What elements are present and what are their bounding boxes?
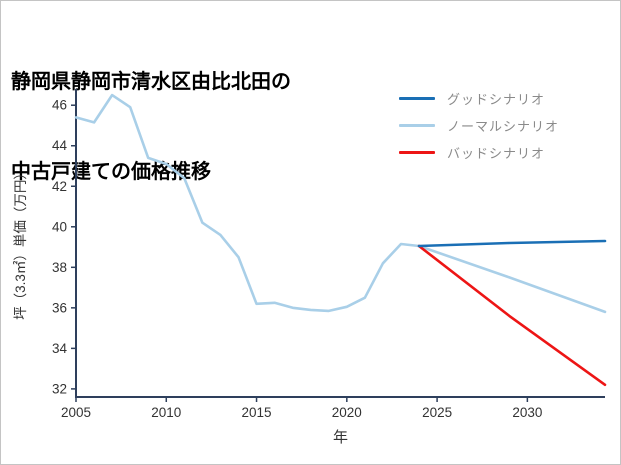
legend-label-normal-scenario: ノーマルシナリオ (447, 118, 560, 134)
page-title-line2: 中古戸建ての価格推移 (11, 161, 211, 183)
page-title: 静岡県静岡市清水区由比北田の 中古戸建ての価格推移 (11, 7, 291, 247)
y-tick-label: 40 (52, 219, 67, 234)
y-tick-label: 44 (52, 138, 68, 153)
legend-item-bad-scenario: バッドシナリオ (399, 143, 559, 161)
legend-label-good-scenario: グッドシナリオ (447, 91, 546, 107)
good-scenario-line-swatch (399, 96, 435, 100)
series-line-bad-scenario (417, 244, 607, 387)
x-tick-label: 2015 (242, 405, 272, 420)
series-line-historical (74, 93, 421, 313)
y-tick-label: 32 (52, 381, 67, 396)
x-tick-label: 2010 (151, 405, 181, 420)
x-tick-label: 2025 (422, 405, 452, 420)
page-title-line1: 静岡県静岡市清水区由比北田の (11, 71, 291, 93)
x-tick-label: 2005 (61, 405, 91, 420)
legend-item-good-scenario: グッドシナリオ (399, 89, 559, 107)
legend-item-normal-scenario: ノーマルシナリオ (399, 116, 559, 134)
legend-label-bad-scenario: バッドシナリオ (447, 145, 546, 161)
y-axis-label: 坪（3.3㎡）単価（万円） (13, 166, 28, 320)
series-line-good-scenario (417, 239, 607, 248)
y-tick-label: 36 (52, 300, 67, 315)
chart-legend: グッドシナリオ ノーマルシナリオ バッドシナリオ (399, 89, 559, 170)
normal-scenario-line-swatch (399, 123, 435, 127)
x-tick-label: 2030 (512, 405, 542, 420)
x-tick-label: 2020 (332, 405, 362, 420)
y-tick-label: 42 (52, 179, 67, 194)
bad-scenario-line-swatch (399, 150, 435, 154)
series-line-normal-scenario (417, 244, 607, 314)
y-tick-label: 46 (52, 98, 67, 113)
y-tick-label: 34 (52, 341, 68, 356)
x-axis-label: 年 (333, 429, 348, 446)
y-tick-label: 38 (52, 260, 67, 275)
